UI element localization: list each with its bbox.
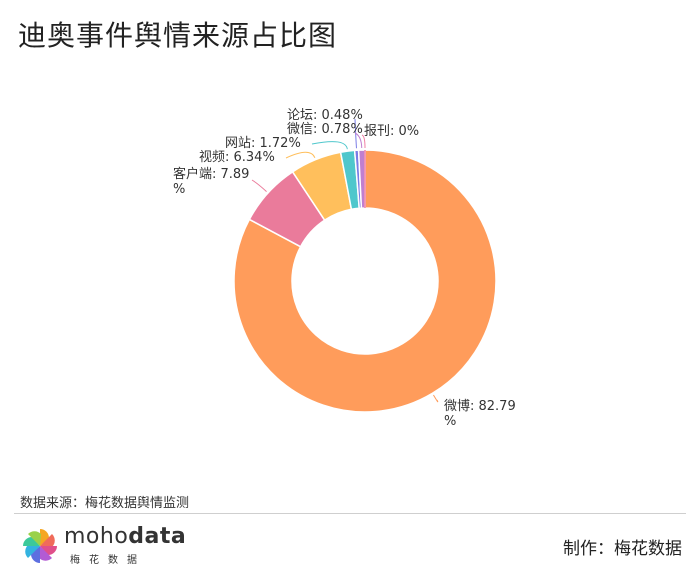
slice-label-3: 网站: 1.72%	[225, 136, 301, 151]
credit-text: 制作：梅花数据	[563, 539, 682, 559]
data-source-note: 数据来源：梅花数据舆情监测	[20, 496, 190, 511]
brand-wordmark: mohodata	[64, 524, 186, 549]
leader-line-5	[354, 132, 363, 149]
brand-subtitle: 梅花数据	[70, 555, 146, 566]
chart-leader-lines	[251, 118, 439, 403]
slice-label-1: 客户端: 7.89%	[173, 166, 249, 197]
page-title: 迪奥事件舆情来源占比图	[18, 19, 338, 52]
donut-chart: 微博: 82.79 % 客户端: 7.89 %视频: 6.34%网站: 1.72% 论坛…	[173, 108, 516, 429]
leader-line-2	[285, 151, 316, 159]
slice-0	[233, 149, 497, 413]
brand-suffix: data	[128, 524, 187, 549]
slice-label-4: 论坛: 0.48%	[287, 108, 363, 123]
pinwheel-icon	[23, 529, 57, 563]
slice-label-0: 微博: 82.79%	[444, 399, 516, 429]
leader-line-4	[354, 118, 357, 149]
chart-labels: 微博: 82.79 % 客户端: 7.89 %视频: 6.34%网站: 1.72% 论坛…	[173, 108, 516, 429]
chart-slices	[233, 149, 497, 413]
leader-line-6	[361, 134, 366, 149]
slice-label-2: 视频: 6.34%	[199, 150, 275, 165]
brand-logo: mohodata 梅花数据	[20, 524, 186, 568]
brand-prefix: moho	[64, 524, 129, 549]
leader-line-0	[433, 394, 439, 403]
leader-line-3	[311, 141, 348, 150]
leader-line-1	[251, 179, 267, 192]
slice-label-6: 报刊: 0%	[364, 124, 419, 139]
footer-divider	[14, 513, 686, 514]
slice-label-5: 微信: 0.78%	[287, 122, 363, 137]
